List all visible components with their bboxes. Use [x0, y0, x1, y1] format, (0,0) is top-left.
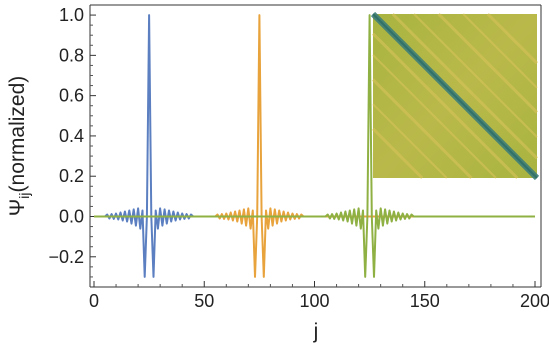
y-tick-label: 0.0	[59, 207, 84, 227]
y-tick-label: 0.4	[59, 126, 84, 146]
y-tick-label: 0.2	[59, 166, 84, 186]
y-tick-label: 0.8	[59, 45, 84, 65]
x-tick-label: 50	[194, 291, 214, 311]
y-axis-label-rest: (normalized)	[6, 76, 29, 193]
y-tick-label: 0.6	[59, 86, 84, 106]
x-tick-label: 100	[299, 291, 329, 311]
y-axis-label-main: Ψ	[6, 199, 29, 217]
y-tick-label: 1.0	[59, 5, 84, 25]
x-tick-label: 150	[410, 291, 440, 311]
x-axis-label: j	[313, 320, 319, 343]
x-tick-label: 200	[520, 291, 549, 311]
inset-heatmap	[373, 14, 537, 178]
y-tick-label: −0.2	[48, 247, 84, 267]
y-axis-label: Ψij(normalized)	[6, 76, 32, 216]
x-tick-label: 0	[89, 291, 99, 311]
